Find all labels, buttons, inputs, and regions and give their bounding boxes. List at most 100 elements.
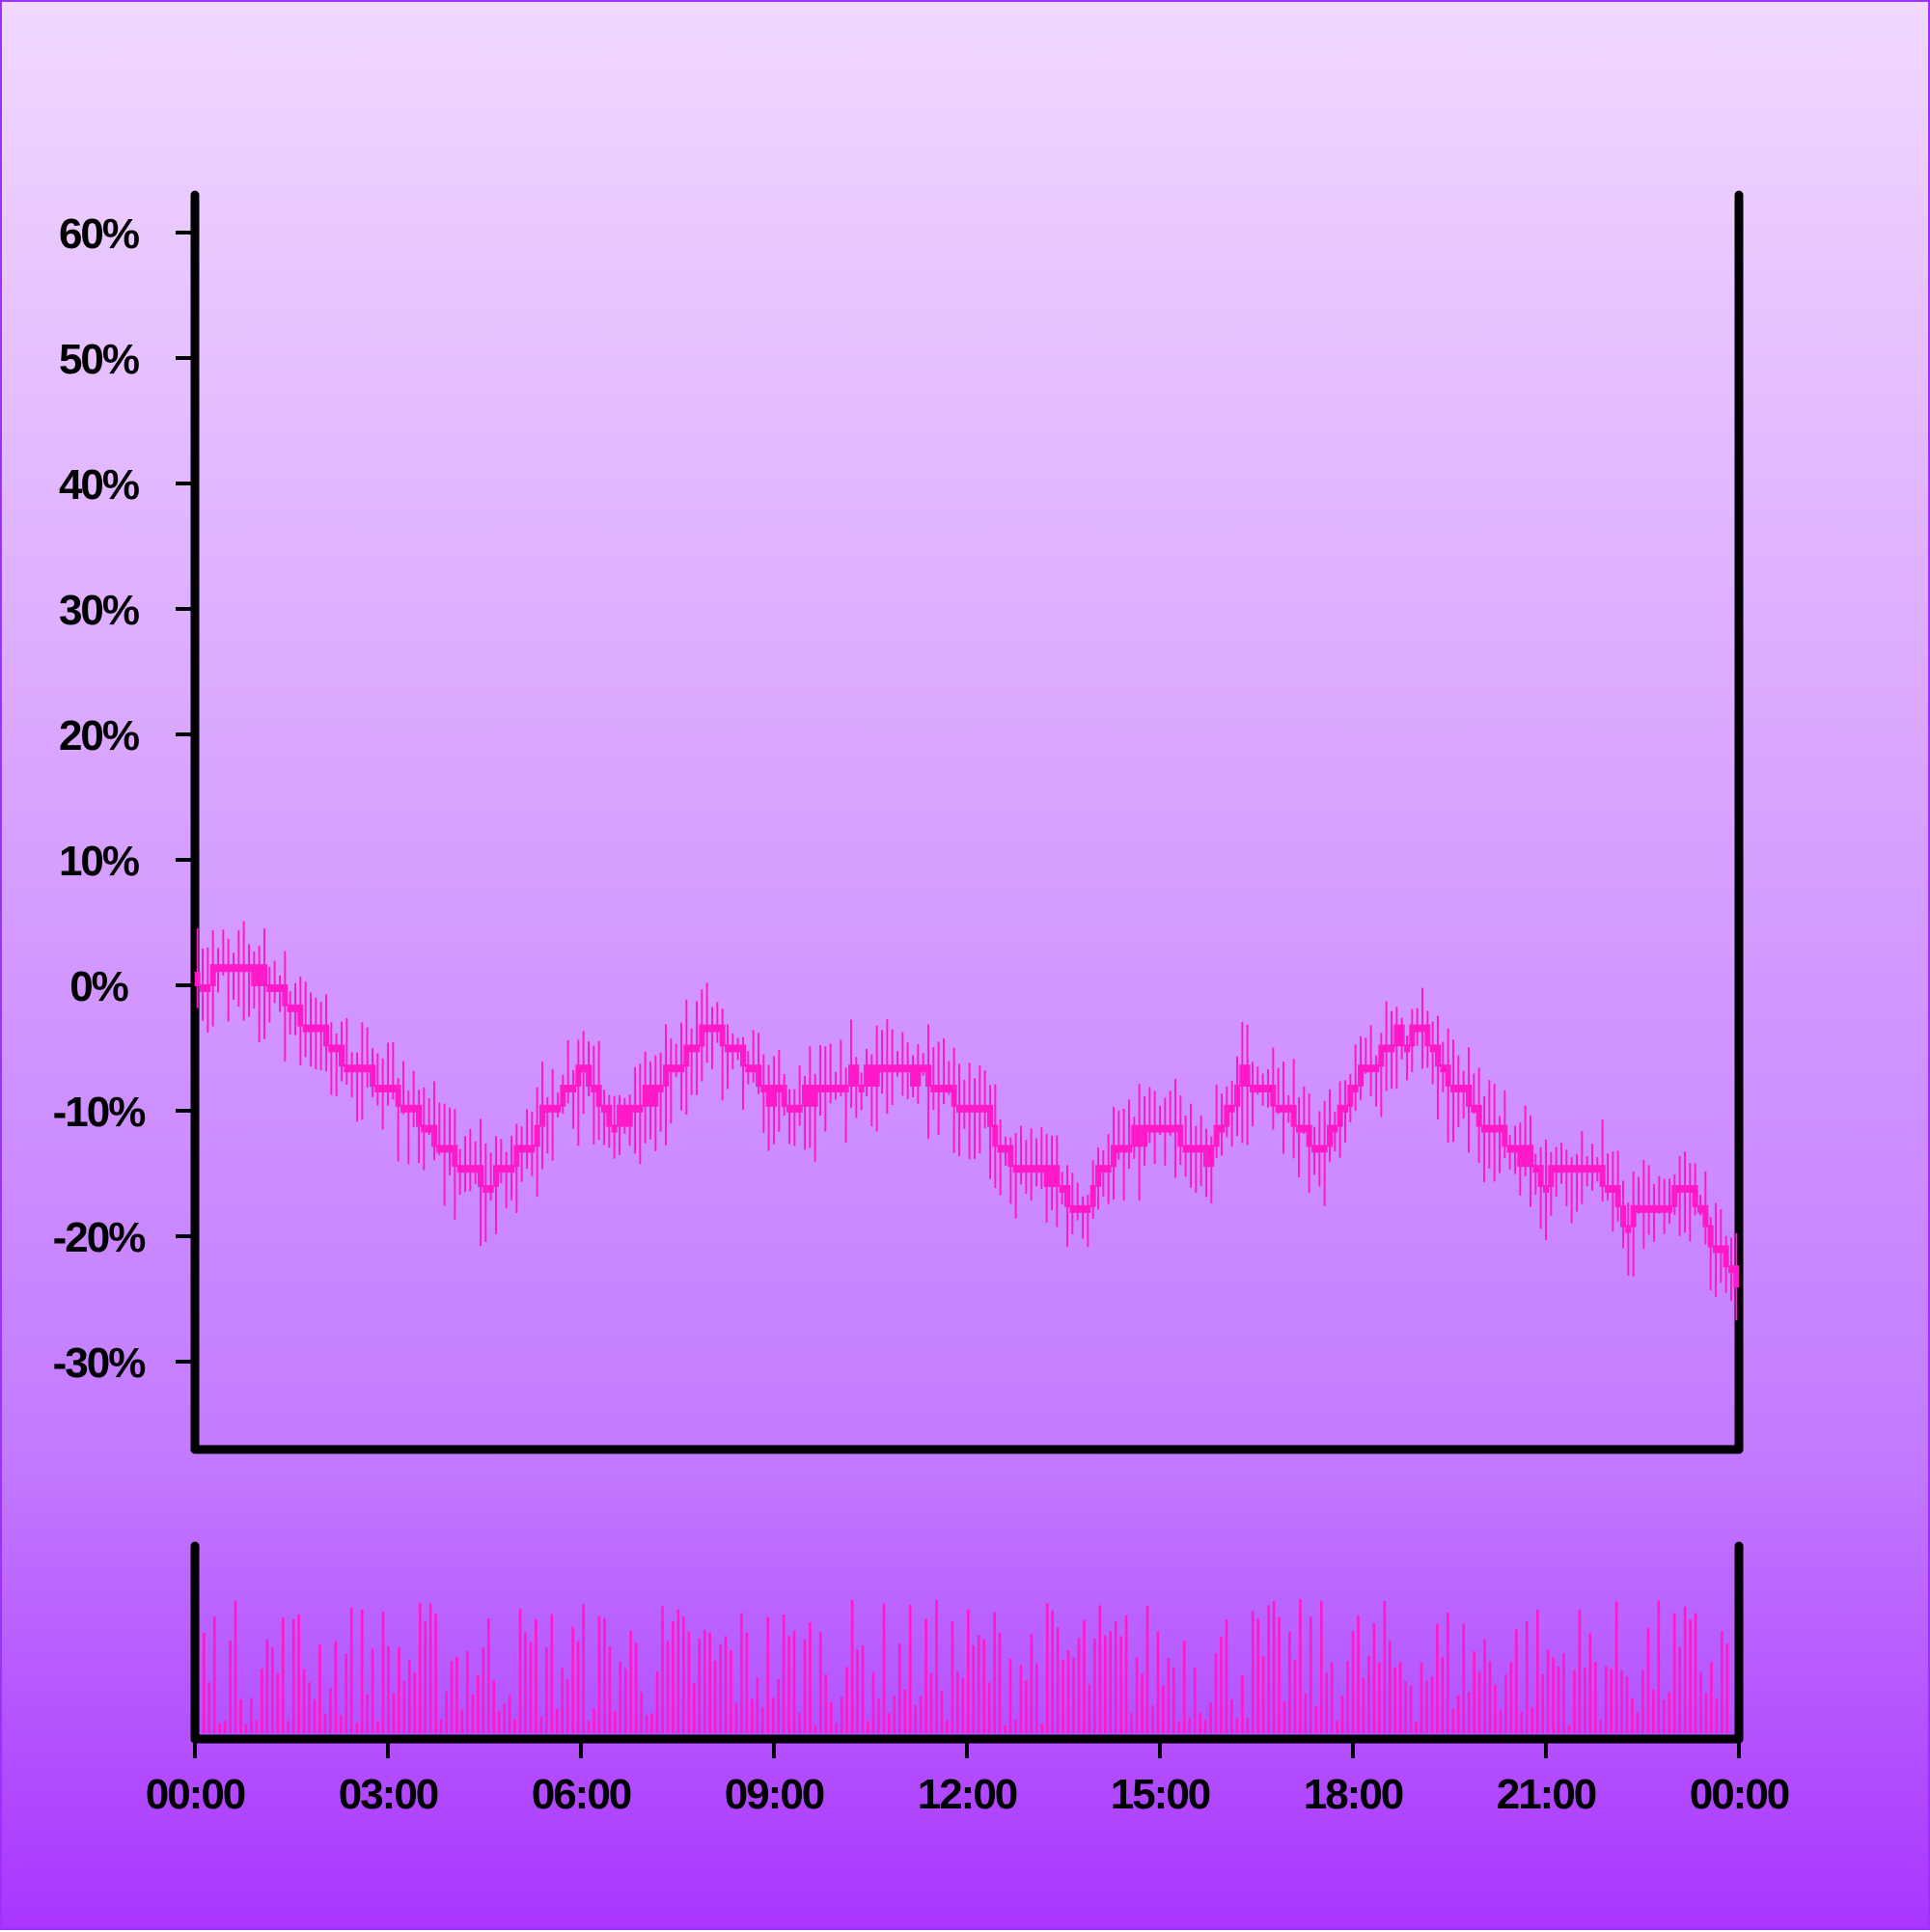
volume-bar [366,1694,369,1733]
volume-bar [1473,1651,1475,1733]
volume-bar [381,1611,385,1733]
volume-bar [1525,1620,1529,1733]
volume-bar [323,1713,327,1733]
volume-bar [924,1618,927,1733]
candle-body [730,1044,736,1053]
volume-bar [730,1650,732,1733]
volume-bar [1494,1684,1497,1733]
candle-body [292,1004,298,1012]
candle-body [1584,1165,1590,1173]
volume-bar [619,1661,622,1733]
volume-bar [1156,1631,1160,1733]
volume-bar [518,1608,522,1733]
candle-body [1497,1124,1503,1133]
volume-bar [829,1701,833,1733]
volume-bar [1430,1676,1434,1733]
candle-body [308,1024,314,1033]
candle-body [1656,1204,1663,1213]
candle-body [1085,1204,1091,1213]
candle-body [1059,1185,1065,1193]
volume-bar [1141,1673,1144,1733]
x-tick-label: 18:00 [1304,1771,1403,1818]
volume-bar [281,1616,285,1733]
volume-bar [766,1616,770,1733]
candle-body [1548,1165,1555,1187]
candle-body [1614,1185,1621,1207]
candle-body [395,1085,401,1107]
candle-body [678,1064,684,1073]
candle-body [390,1085,397,1092]
volume-bar [1109,1631,1113,1733]
candle-body [1733,1265,1740,1287]
volume-bar [850,1599,854,1733]
candle-body [1028,1165,1034,1173]
volume-bar [1546,1649,1550,1733]
volume-bar [1499,1709,1503,1733]
volume-bar [340,1715,343,1733]
candle-body [1188,1145,1194,1153]
volume-bar [535,1618,538,1733]
volume-bar [1267,1605,1270,1733]
candle-body [1671,1185,1678,1207]
volume-bar [455,1656,458,1733]
candle-body [760,1085,767,1092]
volume-bar [640,1692,643,1733]
y-tick-label: 30% [59,587,139,634]
volume-bar [1145,1605,1149,1733]
volume-bar [1599,1719,1603,1733]
y-tick-label: 20% [59,712,139,759]
candle-body [652,1085,659,1107]
candle-body [1136,1124,1143,1147]
volume-bar [1725,1643,1729,1733]
candle-body [611,1124,618,1133]
candle-body [328,1044,335,1053]
volume-bar [967,1610,970,1733]
candle-body [1728,1265,1734,1274]
candle-body [822,1085,829,1092]
candle-body [1270,1085,1277,1107]
volume-bar [672,1620,675,1733]
candle-body [580,1064,587,1073]
volume-bar [1319,1601,1323,1733]
volume-bar [940,1691,944,1733]
candle-body [586,1064,592,1087]
volume-bar [1340,1696,1344,1733]
volume-bar [1008,1659,1012,1733]
candle-body [359,1064,366,1073]
candle-body [1543,1185,1549,1193]
volume-bar [1130,1713,1133,1733]
volume-bar [760,1707,764,1733]
candle-body [637,1104,644,1113]
volume-bar [1299,1599,1302,1733]
candle-body [873,1064,880,1087]
volume-bar [692,1683,696,1733]
volume-bar [508,1695,511,1733]
candle-body [1095,1165,1101,1187]
volume-bar [582,1604,585,1733]
candle-body [1661,1204,1668,1213]
volume-bar [1689,1619,1692,1733]
candle-body [1131,1124,1138,1147]
candle-body [889,1064,896,1073]
candle-body [1177,1124,1184,1147]
candle-body [1630,1204,1637,1228]
candle-body [868,1064,875,1087]
volume-bar [1193,1667,1197,1733]
volume-bar [1415,1721,1418,1733]
x-tick-label: 00:00 [1690,1771,1789,1818]
candle-body [297,1004,304,1027]
candle-body [513,1145,520,1168]
volume-bar [1694,1613,1697,1733]
volume-bar [334,1641,338,1733]
candle-body [1142,1124,1147,1147]
candle-body [1151,1124,1158,1133]
volume-bar [1509,1662,1513,1733]
candle-body [1429,1044,1436,1053]
candle-body [220,964,227,973]
volume-bar [207,1682,211,1733]
candle-body [879,1064,885,1073]
volume-bar [614,1711,617,1733]
volume-bar [1246,1717,1250,1733]
candle-body [1007,1145,1014,1168]
candle-body [734,1044,741,1053]
